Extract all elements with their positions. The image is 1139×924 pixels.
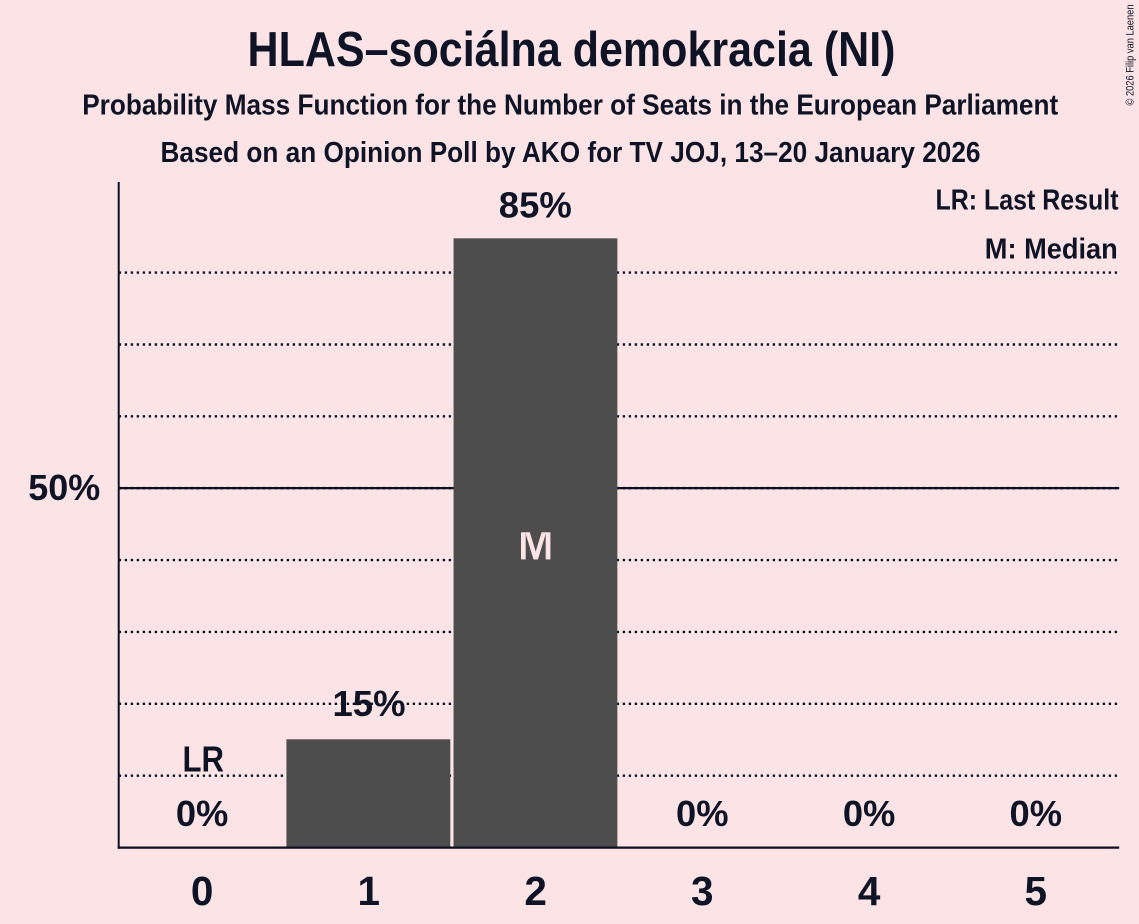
svg-text:Probability Mass Function for: Probability Mass Function for the Number… [82,89,1058,121]
svg-text:Based on an Opinion Poll by AK: Based on an Opinion Poll by AKO for TV J… [161,137,981,169]
svg-text:15%: 15% [333,683,406,724]
svg-text:3: 3 [691,868,714,914]
svg-text:0: 0 [191,868,214,914]
svg-text:0%: 0% [843,793,896,834]
svg-text:4: 4 [858,868,881,914]
svg-text:M: Median: M: Median [985,234,1118,266]
svg-text:© 2026 Filip van Laenen: © 2026 Filip van Laenen [1124,5,1136,106]
svg-text:0%: 0% [176,793,229,834]
svg-text:1: 1 [358,868,381,914]
svg-text:LR: Last Result: LR: Last Result [936,185,1119,217]
svg-text:50%: 50% [28,467,100,508]
svg-text:HLAS–sociálna demokracia (NI): HLAS–sociálna demokracia (NI) [248,22,896,77]
svg-text:2: 2 [524,868,547,914]
svg-text:0%: 0% [676,793,729,834]
svg-text:LR: LR [183,739,225,780]
svg-text:5: 5 [1025,868,1048,914]
svg-text:85%: 85% [499,184,572,225]
svg-text:0%: 0% [1010,793,1063,834]
